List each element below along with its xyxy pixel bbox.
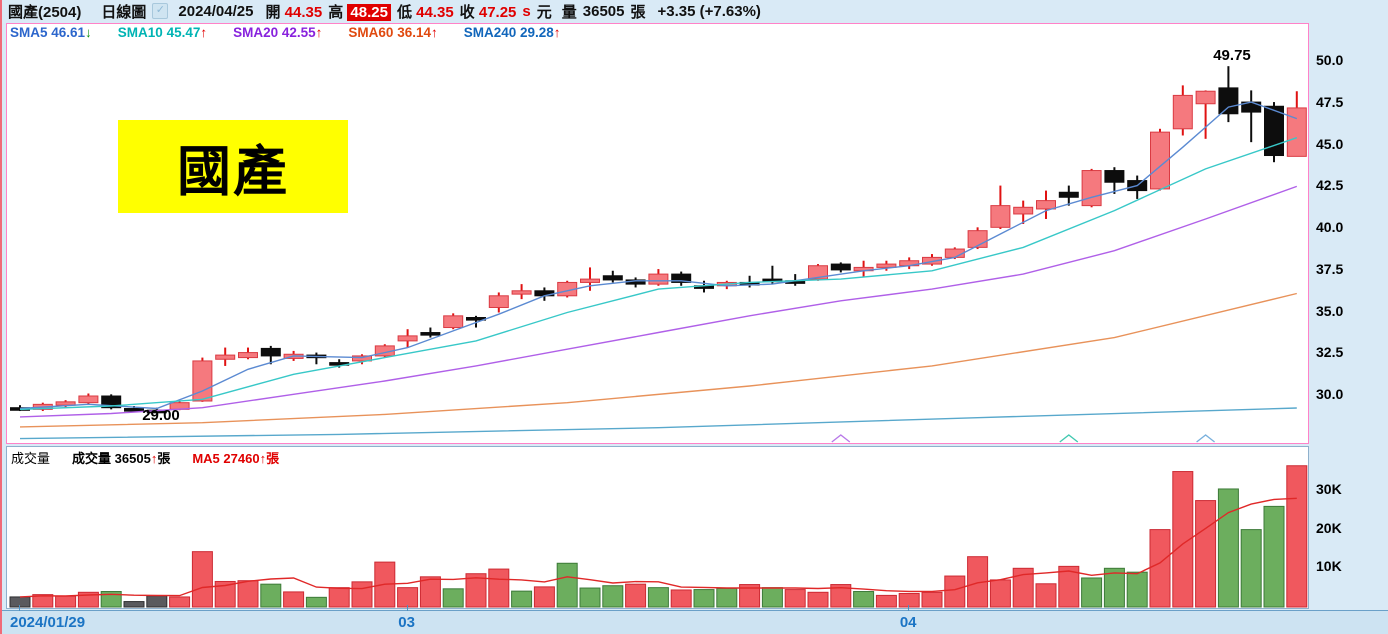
- price-chart-pane: SMA5 46.61↓ SMA10 45.47↑ SMA20 42.55↑ SMA60…: [6, 23, 1309, 444]
- price-axis-label-35.0: 35.0: [1316, 302, 1344, 319]
- sma-legend-item-sma60: SMA60 36.14↑: [348, 25, 438, 40]
- volume-pane-header: 成交量 成交量 36505↑張 MA5 27460↑張: [11, 448, 279, 467]
- date-label-04: 04: [899, 614, 917, 631]
- volume-chart[interactable]: [7, 447, 1308, 608]
- volume-readout: 成交量 36505↑張: [72, 451, 171, 466]
- header-bar: 國產(2504) 日線圖 ✓ 2024/04/25 開 44.35 高 48.25…: [2, 0, 1388, 22]
- volume-axis-label-30K: 30K: [1316, 480, 1342, 497]
- header-volume-value: 36505: [582, 2, 625, 20]
- ohlc-field-1: 高 48.25: [328, 1, 391, 22]
- sma-legend-item-sma240: SMA240 29.28↑: [463, 25, 561, 40]
- ohlc-field-3: 收 47.25: [459, 3, 517, 21]
- volume-pane-title: 成交量: [11, 451, 51, 466]
- price-axis-label-50.0: 50.0: [1316, 52, 1344, 68]
- ohlc-fields: 開 44.35 高 48.25 低 44.35 收 47.25: [265, 1, 516, 22]
- date-tick: [19, 605, 20, 611]
- date-tick: [908, 605, 910, 611]
- ohlc-field-2: 低 44.35: [396, 3, 454, 21]
- sma-legend-item-sma5: SMA5 46.61↓: [10, 25, 92, 40]
- stock-symbol: 國產(2504): [8, 3, 82, 21]
- chart-date: 2024/04/25: [178, 2, 254, 20]
- ohlc-field-0: 開 44.35: [265, 3, 323, 21]
- price-change: +3.35 (+7.63%): [657, 2, 761, 20]
- tick-flag: s: [522, 2, 531, 20]
- volume-pane: 成交量 成交量 36505↑張 MA5 27460↑張: [6, 446, 1309, 609]
- sma-legend: SMA5 46.61↓ SMA10 45.47↑ SMA20 42.55↑ SMA60…: [10, 25, 561, 44]
- chart-type-dropdown-icon[interactable]: ✓: [152, 3, 169, 19]
- sma-legend-item-sma10: SMA10 45.47↑: [117, 25, 208, 40]
- price-axis-label-42.5: 42.5: [1316, 177, 1344, 194]
- price-axis-label-32.5: 32.5: [1316, 344, 1344, 361]
- price-axis-label-47.5: 47.5: [1316, 93, 1344, 110]
- price-axis-label-40.0: 40.0: [1316, 219, 1344, 235]
- date-axis: 2024/01/29 03 04: [2, 605, 1388, 634]
- date-label-03: 03: [398, 614, 415, 631]
- date-tick: [406, 605, 408, 611]
- period-high-label: 49.75: [1213, 47, 1251, 64]
- sma-legend-item-sma20: SMA20 42.55↑: [233, 25, 323, 40]
- header-volume-unit: 張: [630, 3, 646, 21]
- price-axis-label-30.0: 30.0: [1316, 386, 1344, 402]
- volume-axis-label-20K: 20K: [1316, 519, 1342, 536]
- candlestick-chart[interactable]: [7, 24, 1308, 443]
- price-axis-label-45.0: 45.0: [1316, 135, 1344, 152]
- currency-unit: 元: [536, 3, 552, 21]
- volume-ma5-readout: MA5 27460↑張: [192, 451, 280, 466]
- date-label-2024-01-29: 2024/01/29: [10, 614, 86, 631]
- stock-name-watermark: 國產: [118, 120, 348, 213]
- period-low-label: 29.00: [142, 407, 180, 424]
- header-volume-label: 量: [561, 3, 577, 21]
- volume-axis-label-10K: 10K: [1316, 558, 1342, 575]
- price-axis-label-37.5: 37.5: [1316, 260, 1344, 277]
- chart-type-selector[interactable]: 日線圖: [101, 3, 147, 21]
